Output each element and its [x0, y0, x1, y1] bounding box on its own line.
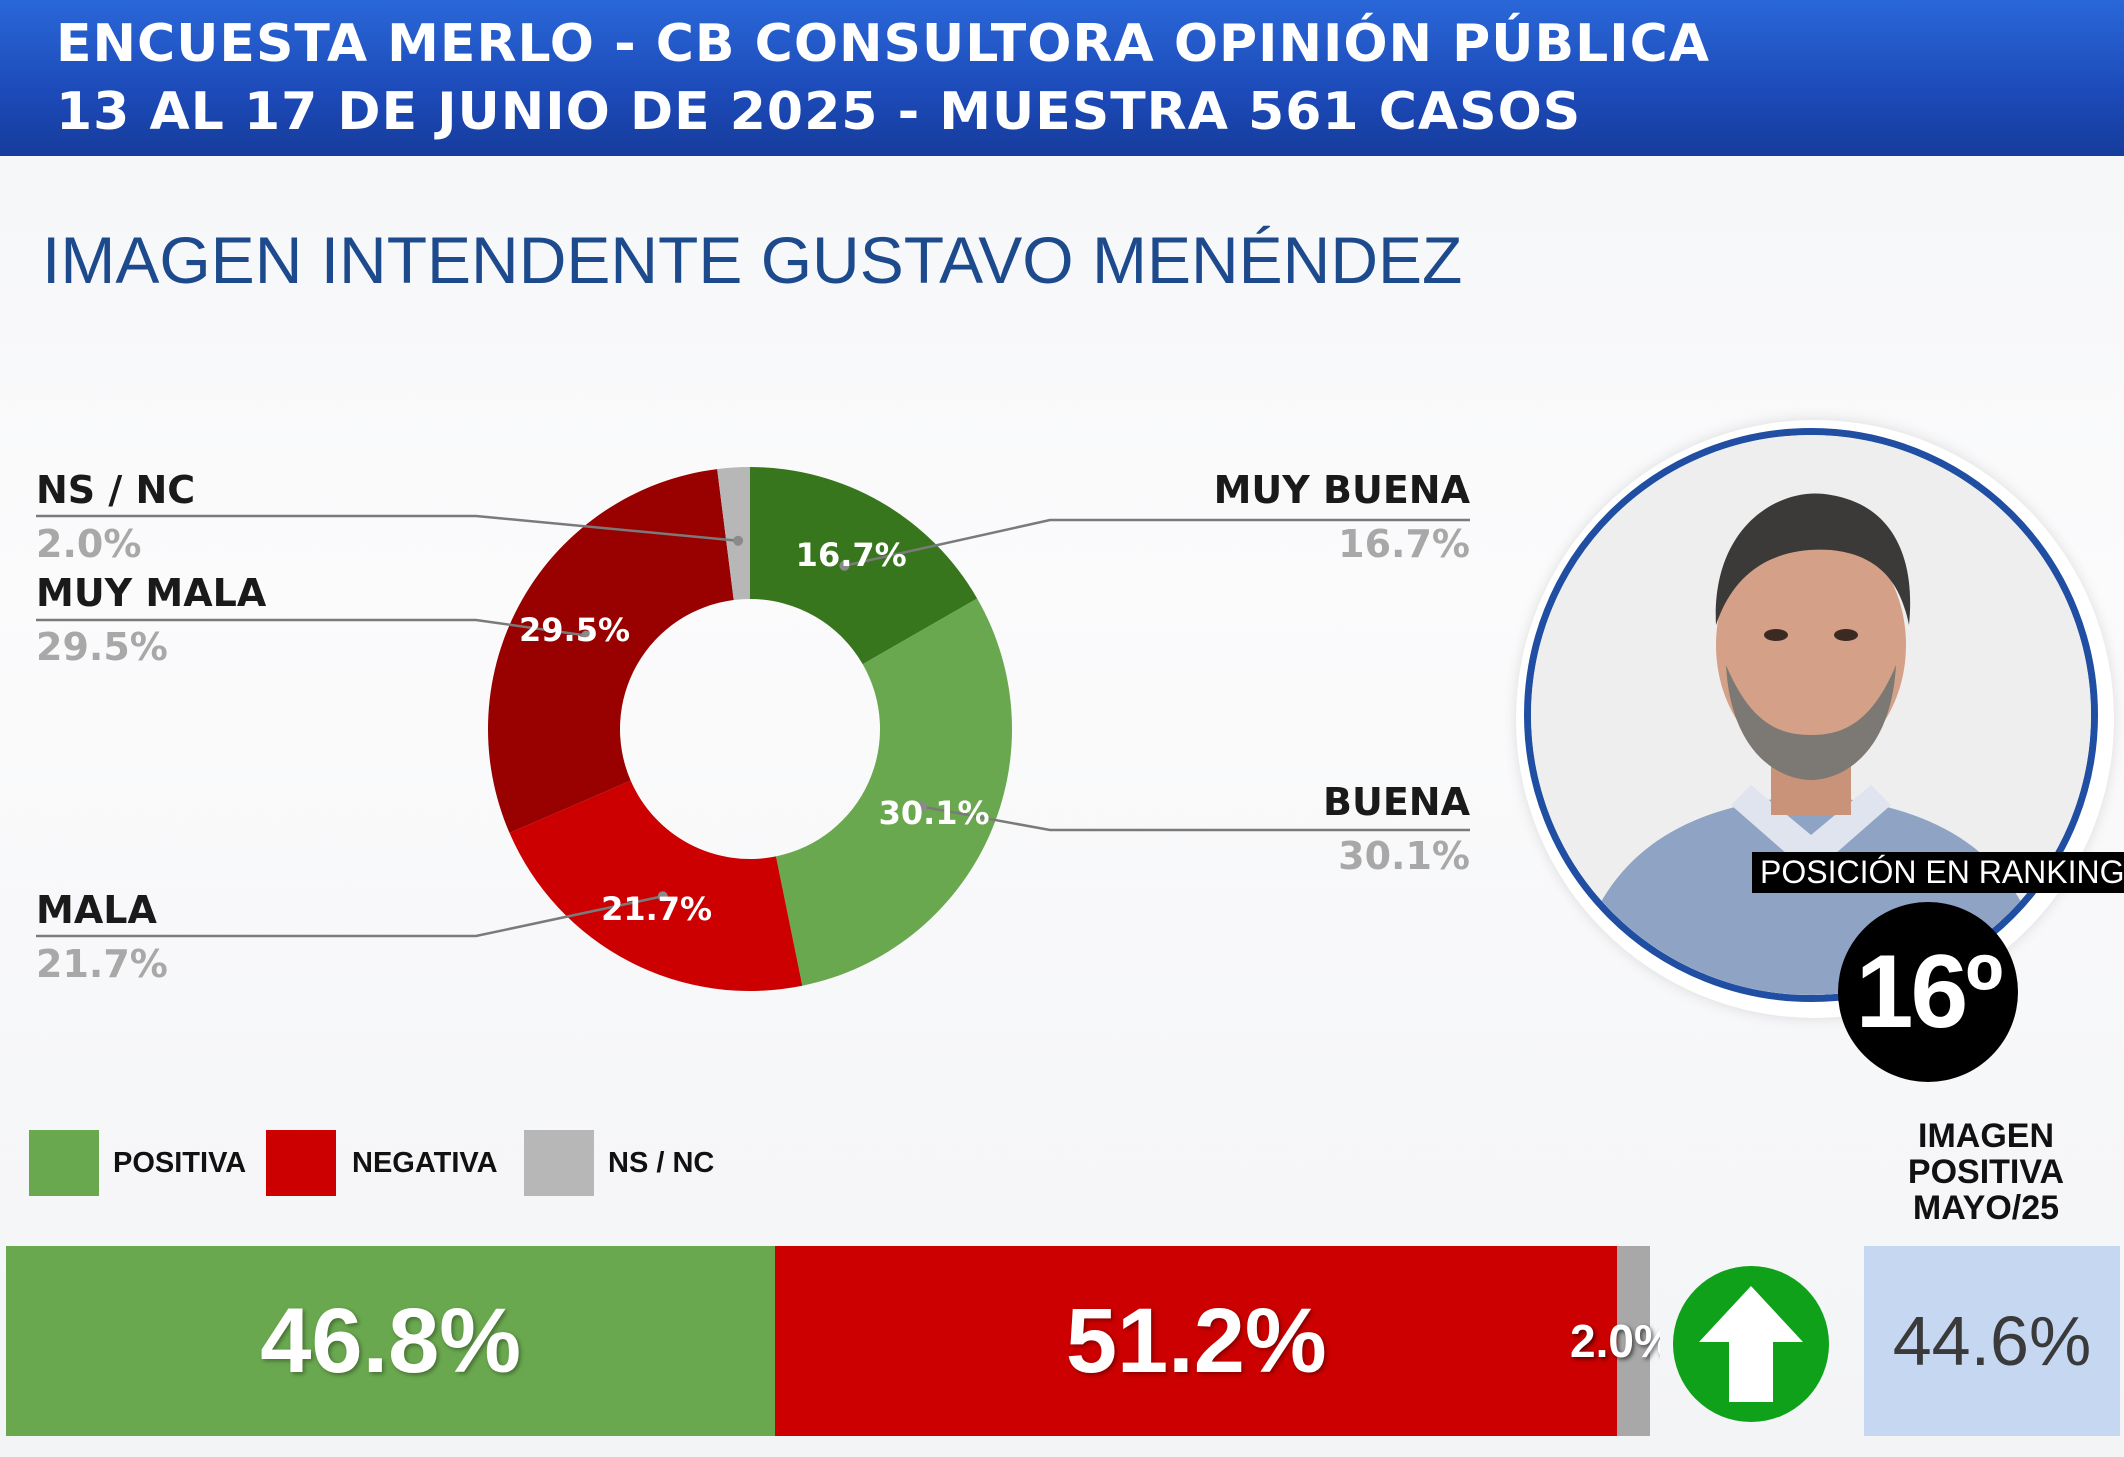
- previous-image-value: 44.6%: [1864, 1246, 2120, 1436]
- leader-dot-muy-mala: [581, 630, 592, 641]
- header-bar: ENCUESTA MERLO - CB CONSULTORA OPINIÓN P…: [0, 0, 2124, 156]
- value-muy-buena: 16.7%: [1338, 522, 1470, 566]
- value-muy-mala: 29.5%: [36, 625, 168, 669]
- value-ns-nc: 2.0%: [36, 522, 142, 566]
- label-mala: MALA: [36, 888, 157, 932]
- leader-line-muy-buena: [844, 518, 1470, 567]
- legend-label-ns-nc: NS / NC: [608, 1147, 715, 1179]
- donut-data-label-mala: 21.7%: [601, 890, 712, 928]
- donut-data-label-muy-mala: 29.5%: [519, 611, 630, 649]
- legend-swatch-ns-nc: [524, 1130, 594, 1196]
- ranking-label: POSICIÓN EN RANKING: [1752, 852, 2124, 893]
- donut-slice-ns-nc: [717, 467, 750, 601]
- bar-label-ns-nc: 2.0%: [1570, 1315, 1660, 1367]
- previous-image-title: IMAGEN POSITIVA MAYO/25: [1907, 1117, 2065, 1227]
- donut-chart: 16.7% 30.1% 21.7% 29.5%: [36, 467, 1470, 991]
- leader-dot-muy-buena: [839, 560, 850, 571]
- leader-line-mala: [36, 895, 664, 938]
- leader-line-muy-mala: [36, 618, 587, 637]
- page-title: IMAGEN INTENDENTE GUSTAVO MENÉNDEZ: [42, 223, 1463, 297]
- bar-segment-negativa: 51.2%: [775, 1246, 1618, 1436]
- header-title-line: ENCUESTA MERLO - CB CONSULTORA OPINIÓN P…: [56, 14, 1711, 74]
- header-subtitle-line: 13 AL 17 DE JUNIO DE 2025 - MUESTRA 561 …: [56, 82, 1582, 142]
- leader-dot-ns-nc: [733, 535, 744, 546]
- label-buena: BUENA: [1323, 780, 1470, 824]
- up-arrow-icon: [1673, 1266, 1829, 1422]
- legend-swatch-positiva: [29, 1130, 99, 1196]
- donut-data-label-buena: 30.1%: [879, 794, 990, 832]
- bar-label-negativa: 51.2%: [1065, 1290, 1327, 1392]
- leader-dot-mala: [657, 891, 668, 902]
- label-muy-mala: MUY MALA: [36, 571, 267, 615]
- ranking-badge: 16º: [1838, 902, 2018, 1082]
- label-muy-buena: MUY BUENA: [1213, 468, 1470, 512]
- value-buena: 30.1%: [1338, 834, 1470, 878]
- donut-slice-muy-mala: [488, 469, 734, 834]
- donut-slice-mala: [509, 780, 803, 991]
- bar-label-positiva: 46.8%: [260, 1290, 522, 1392]
- donut-slice-buena: [775, 598, 1012, 986]
- stacked-bar: 46.8% 51.2%: [6, 1246, 1650, 1436]
- donut-slice-muy-buena: [750, 467, 978, 665]
- bar-segment-ns-nc: [1617, 1246, 1650, 1436]
- bar-segment-positiva: 46.8%: [6, 1246, 776, 1436]
- leader-dot-buena: [916, 801, 927, 812]
- leader-line-buena: [921, 805, 1470, 832]
- value-mala: 21.7%: [36, 942, 168, 986]
- mayor-photo: [1524, 428, 2098, 1002]
- legend-swatch-negativa: [266, 1130, 336, 1196]
- leader-line-ns-nc: [36, 514, 739, 542]
- legend-label-negativa: NEGATIVA: [352, 1147, 498, 1179]
- label-ns-nc: NS / NC: [36, 468, 196, 512]
- donut-data-label-muy-buena: 16.7%: [796, 536, 907, 574]
- legend-label-positiva: POSITIVA: [113, 1147, 247, 1179]
